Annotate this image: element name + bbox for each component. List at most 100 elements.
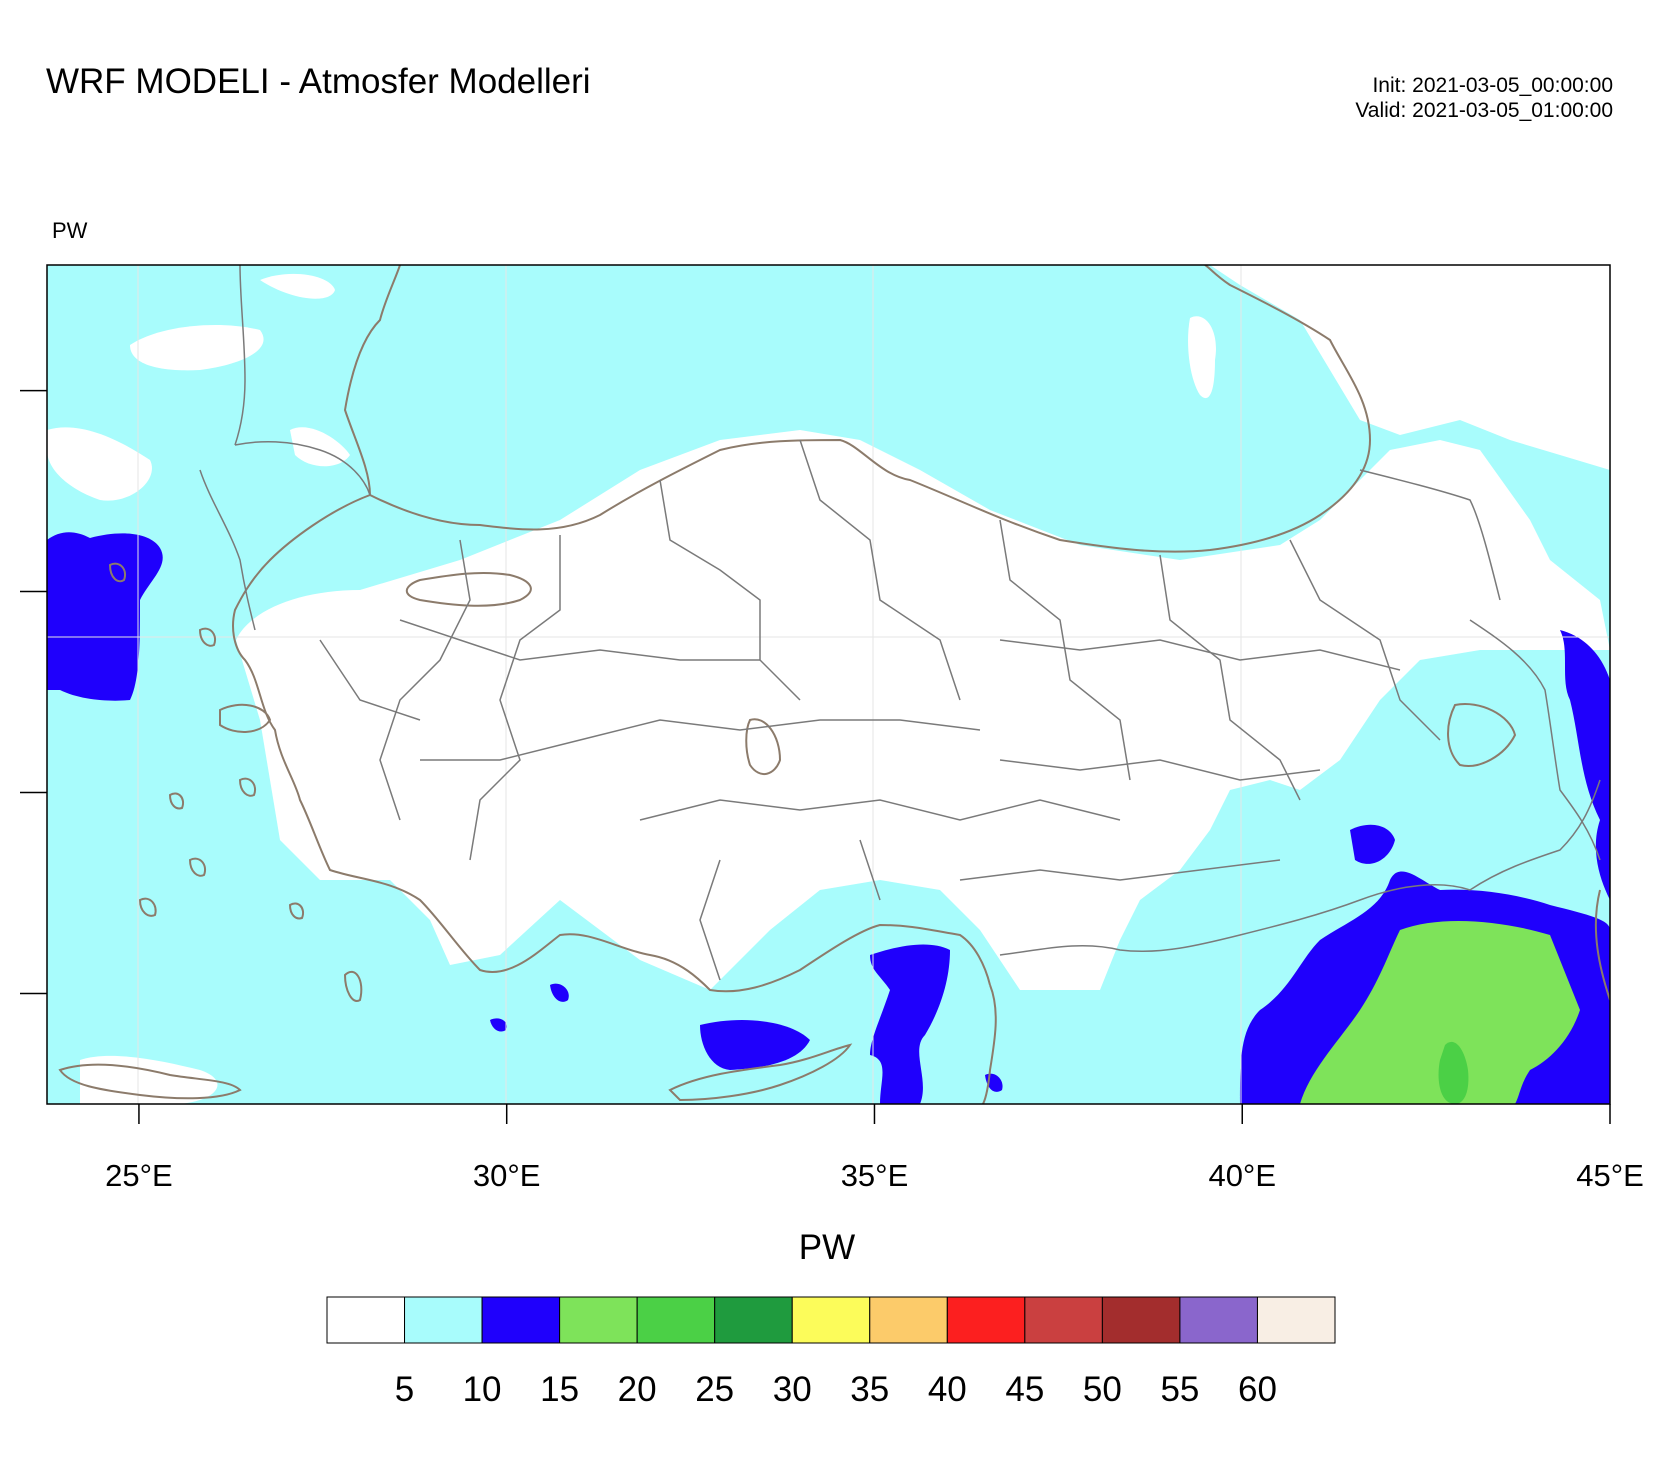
lake-tuz-coast	[745, 718, 782, 775]
graticule	[47, 265, 1610, 1104]
iraq-border	[1469, 779, 1601, 891]
lon-tick-label-30: 30°E	[472, 1158, 541, 1193]
prov-11	[999, 759, 1321, 781]
colorbar-label: 60	[1237, 1370, 1277, 1409]
lon-tick-label-45: 45°E	[1576, 1158, 1644, 1193]
colorbar-swatch	[1179, 1296, 1258, 1344]
colorbar-swatch	[326, 1296, 406, 1344]
prov-3	[799, 439, 961, 701]
marmara-coast	[232, 494, 991, 993]
map-area	[47, 265, 1610, 1104]
prov-15	[699, 859, 721, 981]
init-time: Init: 2021-03-05_00:00:00	[1372, 74, 1613, 97]
aegean-islands-1	[138, 897, 157, 917]
bulgaria-north	[234, 265, 246, 446]
pw-region-15-20-aegean	[47, 532, 163, 701]
admin-boundaries	[199, 265, 1601, 981]
lon-tick-label-40: 40°E	[1208, 1158, 1277, 1193]
bulgaria-border	[234, 440, 371, 496]
aegean-islands-5	[288, 902, 304, 920]
map-frame	[46, 264, 1611, 1105]
aegean-islands-6	[198, 627, 216, 647]
colorbar-swatch	[791, 1296, 871, 1344]
colorbar-label: 50	[1082, 1370, 1122, 1409]
crete-coast	[58, 1063, 242, 1100]
colorbar-swatch	[636, 1296, 716, 1344]
pw-region-low	[236, 430, 1610, 990]
lon-tick-label-25: 25°E	[105, 1158, 173, 1193]
pw-region-low-w1	[130, 325, 264, 371]
iran-border	[1469, 619, 1601, 861]
colorbar-label: 40	[927, 1370, 967, 1409]
caspian-edge	[1594, 889, 1610, 1001]
colorbar-title: PW	[798, 1228, 856, 1267]
valid-time: Valid: 2021-03-05_01:00:00	[1355, 99, 1613, 122]
pw-region-low-nw	[260, 273, 335, 299]
lesbos-coast	[219, 703, 272, 733]
colorbar-label: 10	[462, 1370, 502, 1409]
colorbar-swatch	[1256, 1296, 1336, 1344]
pw-region-15-20-patch2	[490, 1018, 507, 1032]
colorbar-swatch	[869, 1296, 948, 1344]
colorbar-label: 35	[850, 1370, 890, 1409]
time-info: Init: 2021-03-05_00:00:00 Valid: 2021-03…	[1355, 73, 1613, 123]
coastlines	[58, 265, 1610, 1104]
colorbar-label: 5	[394, 1370, 415, 1409]
georgia-border	[1359, 469, 1501, 601]
thasos-coast	[108, 562, 126, 583]
prov-1	[469, 535, 561, 861]
prov-8	[420, 719, 981, 761]
pw-region-low-ne-patch	[1188, 316, 1216, 399]
pw-region-15-20-iran	[1560, 630, 1610, 900]
pw-region-25-30	[1438, 1041, 1469, 1104]
aegean-islands-2	[188, 857, 206, 877]
prov-12	[959, 859, 1281, 881]
greece-bulgaria-border	[199, 469, 256, 631]
prov-14	[319, 639, 421, 721]
marmara-sea-coast	[405, 571, 532, 607]
prov-4	[999, 519, 1131, 781]
colorbar-swatch	[559, 1296, 638, 1344]
prov-10	[999, 639, 1401, 671]
colorbar-swatch	[946, 1296, 1026, 1344]
chart-title: WRF MODELI - Atmosfer Modelleri	[46, 62, 591, 101]
colorbar-swatch	[404, 1296, 483, 1344]
colorbar-label: 25	[695, 1370, 735, 1409]
colorbar-label: 45	[1005, 1370, 1045, 1409]
axis-ticks	[20, 389, 1611, 1124]
pw-region-15-20-cyprus	[700, 1020, 810, 1070]
pw-region-15-20-iskenderun	[870, 944, 950, 1104]
black-sea-coast	[369, 265, 1372, 553]
prov-6	[1289, 539, 1441, 741]
pw-region-15-20-hatay	[1350, 824, 1395, 864]
colorbar-label: 55	[1160, 1370, 1200, 1409]
pw-region-20-25	[1300, 920, 1580, 1104]
aegean-islands-3	[238, 777, 256, 797]
rhodes-coast	[343, 970, 363, 1002]
prov-16	[859, 839, 881, 901]
pw-region-15-20-patch1	[550, 983, 569, 1002]
prov-5	[1159, 554, 1301, 801]
lon-tick-label-35: 35°E	[840, 1158, 909, 1193]
colorbar-swatch	[1101, 1296, 1181, 1344]
prov-9	[639, 799, 1121, 821]
west-black-sea-coast	[343, 265, 401, 496]
pw-region-low-ne	[1210, 265, 1610, 470]
levant-coast	[982, 984, 997, 1104]
cyprus-coast	[668, 1043, 853, 1102]
colorbar-swatch	[481, 1296, 561, 1344]
prov-2	[659, 479, 801, 701]
colorbar-label: 20	[617, 1370, 657, 1409]
colorbar-swatch	[714, 1296, 793, 1344]
pw-region-low-w2	[47, 427, 152, 501]
colorbar-swatch	[1024, 1296, 1103, 1344]
lake-van-coast	[1447, 703, 1517, 767]
colorbar	[326, 1296, 1336, 1344]
aegean-islands-4	[168, 792, 184, 810]
prov-13	[379, 539, 471, 821]
colorbar-label: 15	[540, 1370, 580, 1409]
syria-border	[999, 884, 1471, 956]
field-label: PW	[52, 218, 88, 243]
prov-7	[399, 619, 760, 661]
